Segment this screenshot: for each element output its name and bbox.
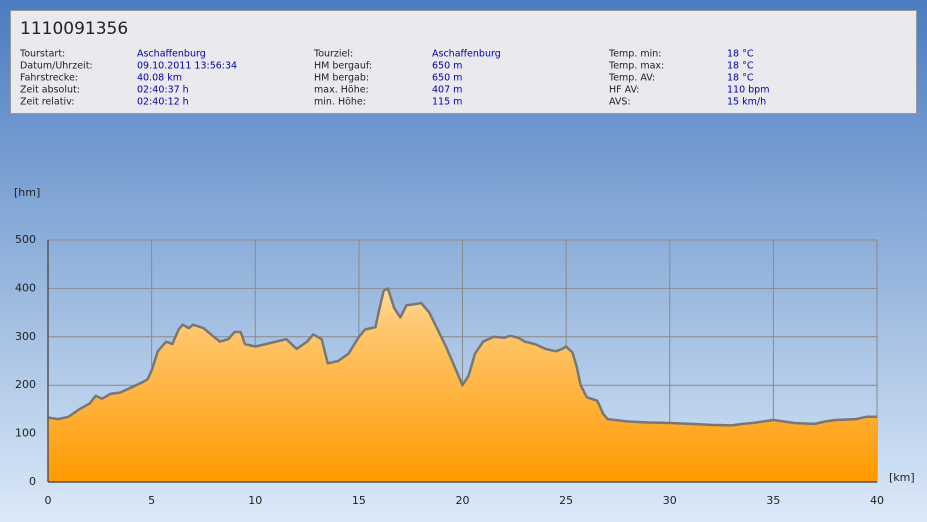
- field-value: 650 m: [432, 73, 462, 84]
- field-label: Datum/Uhrzeit:: [20, 61, 93, 72]
- field-label: Fahrstrecke:: [20, 73, 78, 84]
- y-tick-label: 200: [15, 378, 36, 391]
- x-tick-label: 5: [148, 494, 155, 507]
- field-value: 115 m: [432, 97, 462, 108]
- y-tick-label: 400: [15, 281, 36, 294]
- x-tick-label: 40: [870, 494, 884, 507]
- x-tick-label: 20: [456, 494, 470, 507]
- y-tick-label: 0: [29, 475, 36, 488]
- field-label: max. Höhe:: [314, 85, 369, 96]
- field-value: 02:40:12 h: [137, 97, 189, 108]
- field-value: Aschaffenburg: [137, 49, 206, 60]
- field-label: min. Höhe:: [314, 97, 366, 108]
- profile-line: [47, 287, 877, 427]
- x-tick-label: 25: [559, 494, 573, 507]
- x-tick-label: 15: [352, 494, 366, 507]
- x-tick-label: 35: [766, 494, 780, 507]
- field-label: Temp. AV:: [608, 73, 655, 84]
- field-value: 09.10.2011 13:56:34: [137, 61, 237, 72]
- field-label: AVS:: [609, 97, 631, 108]
- field-value: 18 °C: [727, 61, 754, 72]
- field-value: 407 m: [432, 85, 462, 96]
- x-tick-label: 10: [248, 494, 262, 507]
- field-label: Tourziel:: [313, 49, 353, 60]
- x-axis-label: [km]: [889, 471, 915, 484]
- field-label: Temp. max:: [608, 61, 664, 72]
- field-label: Tourstart:: [19, 49, 65, 60]
- field-label: HM bergab:: [314, 73, 369, 84]
- field-label: HF AV:: [609, 85, 639, 96]
- field-value: 110 bpm: [727, 85, 769, 96]
- x-tick-label: 0: [45, 494, 52, 507]
- field-value: Aschaffenburg: [432, 49, 501, 60]
- field-value: 15 km/h: [727, 97, 766, 108]
- field-value: 40.08 km: [137, 73, 182, 84]
- field-label: HM bergauf:: [314, 61, 372, 72]
- field-label: Zeit absolut:: [20, 85, 80, 96]
- panel-title: 1110091356: [20, 19, 128, 39]
- y-tick-label: 300: [15, 330, 36, 343]
- info-panel: [10, 10, 917, 114]
- x-tick-label: 30: [663, 494, 677, 507]
- field-value: 650 m: [432, 61, 462, 72]
- field-label: Temp. min:: [608, 49, 661, 60]
- field-value: 18 °C: [727, 73, 754, 84]
- y-axis-label: [hm]: [14, 186, 40, 199]
- field-value: 18 °C: [727, 49, 754, 60]
- y-tick-label: 100: [15, 427, 36, 440]
- field-label: Zeit relativ:: [20, 97, 74, 108]
- field-value: 02:40:37 h: [137, 85, 189, 96]
- y-tick-label: 500: [15, 233, 36, 246]
